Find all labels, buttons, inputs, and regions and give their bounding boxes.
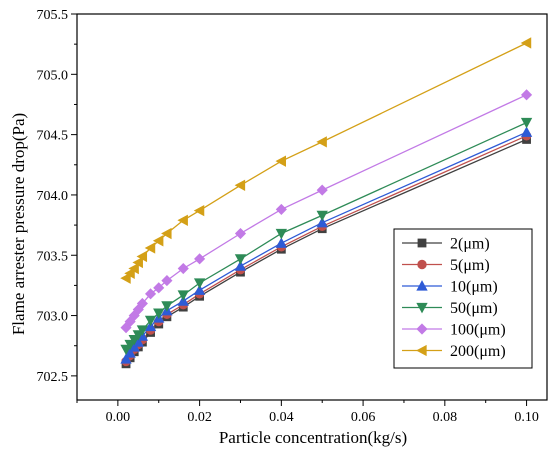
data-point xyxy=(275,203,287,215)
data-point xyxy=(124,267,135,280)
y-tick-label: 704.0 xyxy=(37,189,69,204)
data-point xyxy=(177,214,188,226)
y-tick-label: 704.5 xyxy=(37,129,69,144)
data-point xyxy=(124,347,136,358)
y-tick-label: 703.5 xyxy=(37,249,69,264)
data-point xyxy=(520,37,532,49)
data-point xyxy=(316,136,327,148)
data-point xyxy=(144,242,156,254)
y-tick-label: 705.5 xyxy=(37,8,69,23)
data-point xyxy=(177,290,189,301)
data-point xyxy=(144,288,157,300)
data-point xyxy=(153,282,165,294)
legend-label: 5(μm) xyxy=(450,257,490,274)
legend-marker xyxy=(416,302,428,314)
x-axis-title: Particle concentration(kg/s) xyxy=(219,428,407,447)
data-point xyxy=(144,315,157,327)
legend-marker xyxy=(417,259,427,270)
data-point xyxy=(316,210,328,222)
data-point xyxy=(177,262,189,275)
data-point xyxy=(520,117,533,129)
x-tick-label: 0.10 xyxy=(514,410,539,425)
data-point xyxy=(128,262,139,275)
data-point xyxy=(193,284,206,295)
legend-label: 100(μm) xyxy=(450,322,506,339)
data-point xyxy=(194,253,206,265)
x-tick-label: 0.00 xyxy=(106,410,131,425)
y-tick-label: 702.5 xyxy=(37,370,69,385)
data-point xyxy=(120,353,132,364)
data-point xyxy=(234,254,247,265)
data-point xyxy=(234,179,246,191)
x-tick-label: 0.08 xyxy=(433,410,458,425)
data-point xyxy=(316,216,328,228)
legend-marker xyxy=(416,323,428,335)
x-tick-label: 0.02 xyxy=(187,410,212,425)
legend-label: 10(μm) xyxy=(450,279,498,296)
legend-marker xyxy=(417,238,427,248)
x-tick-label: 0.06 xyxy=(351,410,376,425)
data-point xyxy=(275,155,286,167)
y-tick-label: 703.0 xyxy=(37,310,69,325)
data-point xyxy=(234,260,247,271)
data-point xyxy=(161,301,173,312)
data-point xyxy=(316,184,328,196)
legend-label: 50(μm) xyxy=(450,300,498,317)
legend-label: 200(μm) xyxy=(450,343,506,360)
y-tick-label: 705.0 xyxy=(37,68,69,83)
y-axis-title: Flame arrester pressure drop(Pa) xyxy=(9,113,28,335)
legend-marker xyxy=(416,280,428,291)
data-point xyxy=(120,272,131,284)
data-point xyxy=(193,278,206,289)
data-point xyxy=(275,237,288,248)
data-point xyxy=(136,297,148,310)
legend-box xyxy=(393,228,533,369)
legend-label: 2(μm) xyxy=(450,236,490,253)
plot-frame xyxy=(76,13,548,401)
data-point xyxy=(136,325,149,336)
data-point xyxy=(153,308,165,319)
data-point xyxy=(136,250,148,263)
data-point xyxy=(161,227,172,240)
data-point xyxy=(193,204,205,217)
data-point xyxy=(234,227,247,240)
data-point xyxy=(520,126,533,137)
data-point xyxy=(520,89,533,101)
legend-marker xyxy=(416,344,427,357)
data-point xyxy=(132,256,143,269)
data-point xyxy=(152,235,164,247)
x-tick-label: 0.04 xyxy=(269,410,294,425)
data-point xyxy=(161,275,173,287)
data-point xyxy=(275,228,288,240)
